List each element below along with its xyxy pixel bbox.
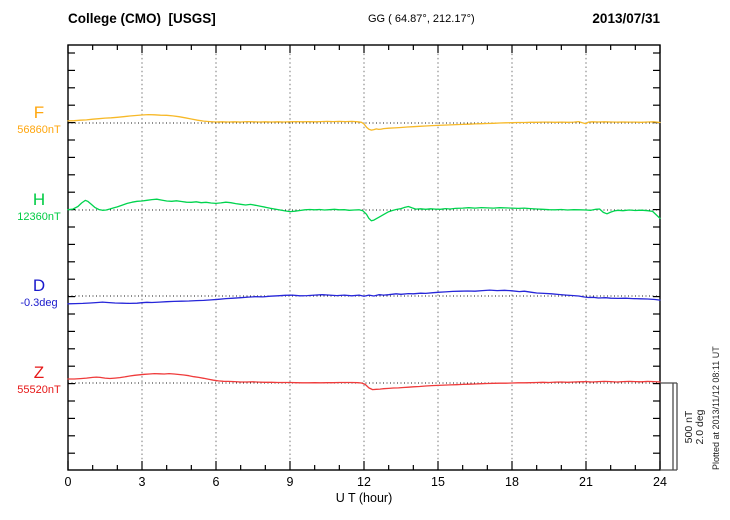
scale-bar-label: 500 nT 2.0 deg (683, 398, 706, 456)
plot-date: 2013/07/31 (592, 11, 660, 26)
x-axis-title: U T (hour) (335, 491, 393, 505)
trace-D (67, 289, 661, 305)
x-tick-label: 12 (357, 475, 371, 489)
geographic-coordinates: GG ( 64.87°, 212.17°) (368, 13, 475, 25)
series-letter-F: F (33, 103, 45, 122)
x-tick-label: 0 (64, 475, 72, 489)
series-label-Z: Z 55520nT (6, 364, 72, 396)
trace-Z (67, 372, 661, 391)
series-baseline-Z: 55520nT (17, 384, 61, 396)
x-tick-label: 24 (653, 475, 667, 489)
x-tick-label: 15 (431, 475, 445, 489)
series-label-D: D -0.3deg (6, 277, 72, 309)
series-baseline-F: 56860nT (17, 124, 61, 136)
trace-H (67, 198, 661, 222)
value-ticks (68, 52, 660, 454)
series-letter-H: H (32, 190, 46, 209)
series-label-F: F 56860nT (6, 104, 72, 136)
x-tick-label: 18 (505, 475, 519, 489)
series-letter-D: D (32, 276, 46, 295)
x-tick-label: 21 (579, 475, 593, 489)
scale-bar (660, 382, 678, 471)
series-baseline-D: -0.3deg (20, 297, 58, 309)
x-tick-label: 6 (212, 475, 220, 489)
x-tick-label: 9 (286, 475, 294, 489)
x-tick-label: 3 (138, 475, 146, 489)
series-label-H: H 12360nT (6, 191, 72, 223)
hour-ticks (67, 45, 661, 470)
series-letter-Z: Z (33, 363, 45, 382)
series-baseline-H: 12360nT (17, 211, 61, 223)
trace-baselines (68, 122, 660, 384)
hour-gridlines (141, 45, 587, 470)
plotted-at-note: Plotted at 2013/11/12 08:11 UT (711, 346, 721, 470)
scale-bar-deg: 2.0 deg (694, 409, 706, 445)
station-title: College (CMO) [USGS] (68, 11, 216, 26)
trace-F (67, 113, 661, 131)
